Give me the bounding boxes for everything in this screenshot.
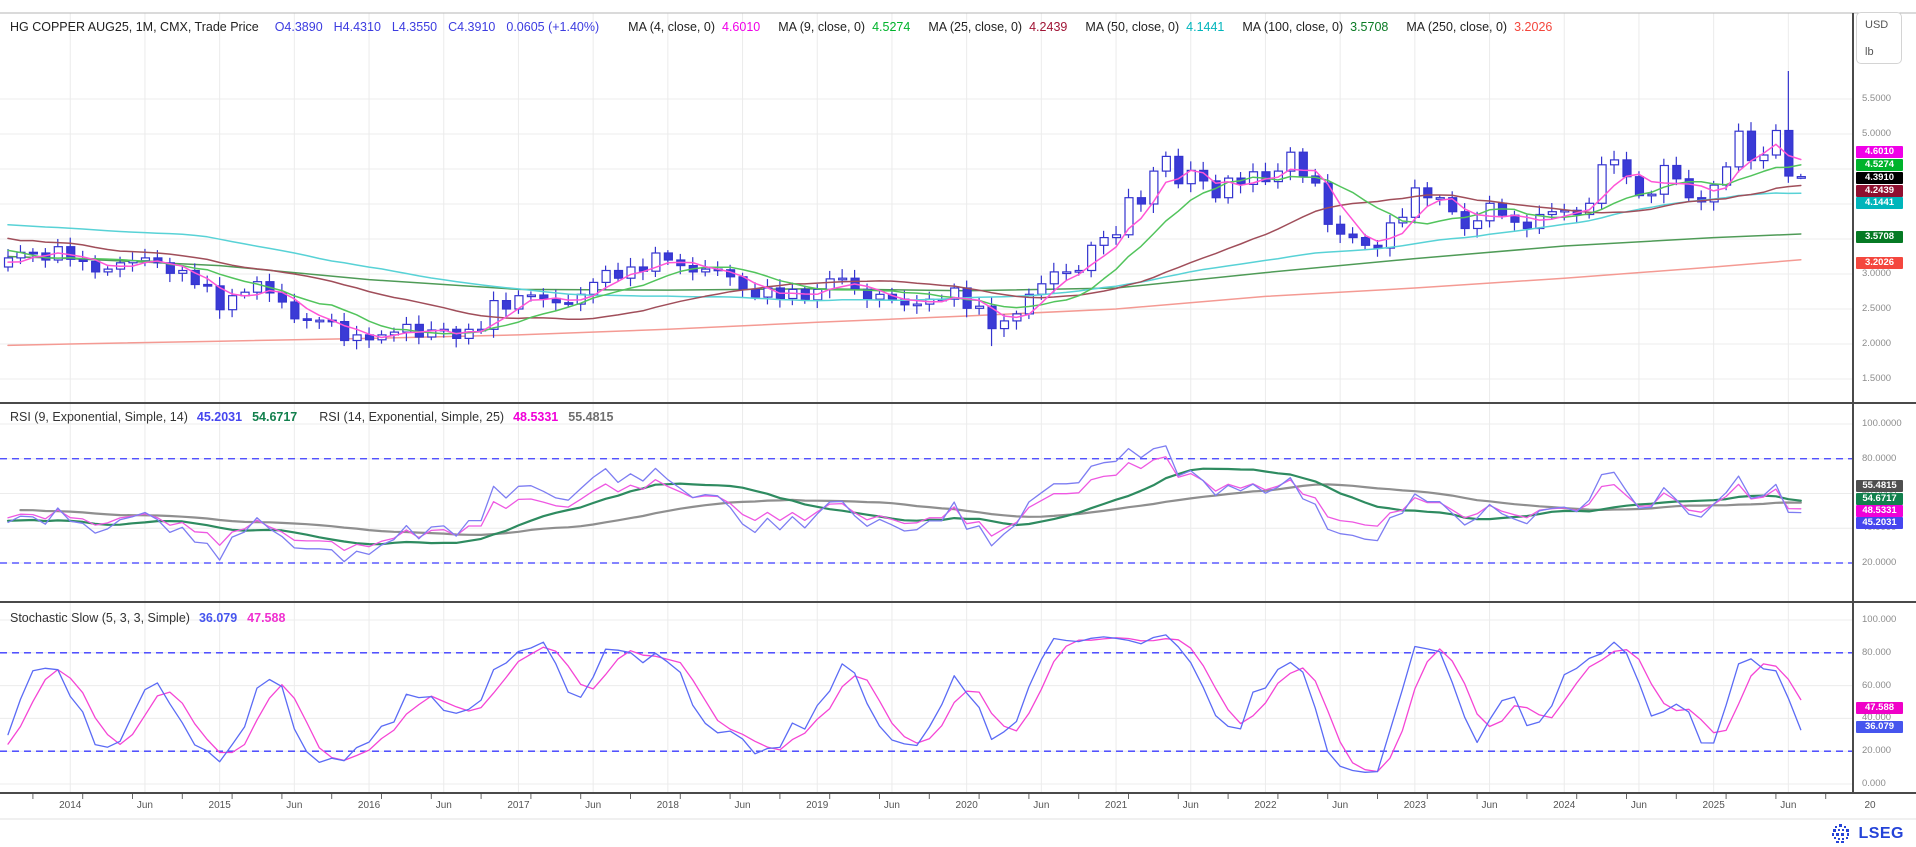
price-value-badge: 4.1441 xyxy=(1856,197,1903,209)
ma-legend-label: MA (100, close, 0) xyxy=(1242,20,1344,34)
ma-legend-value: 4.2439 xyxy=(1029,20,1068,34)
ma-legend-value: 4.1441 xyxy=(1186,20,1225,34)
ma-legend-value: 4.6010 xyxy=(722,20,761,34)
price-value-badge: 4.2439 xyxy=(1856,185,1903,197)
rsi-panel-header: RSI (9, Exponential, Simple, 14) 45.2031… xyxy=(10,407,623,427)
ma-legend-label: MA (9, close, 0) xyxy=(778,20,866,34)
price-value-badge: 4.6010 xyxy=(1856,146,1903,158)
open-value: O4.3890 xyxy=(274,20,323,34)
x-axis-month-label: Jun xyxy=(136,800,153,811)
axis-unit-box[interactable]: USD lb xyxy=(1856,12,1902,64)
rsi-legend-label-2[interactable]: RSI (14, Exponential, Simple, 25) xyxy=(319,410,505,424)
x-axis-month-label: Jun xyxy=(883,800,900,811)
rsi-axis-label: 100.0000 xyxy=(1862,418,1902,429)
ma-legend-250[interactable]: MA (250, close, 0) 3.2026 xyxy=(1406,20,1552,34)
x-axis-year-label: 2024 xyxy=(1553,800,1576,811)
rsi-fast-ma-value: 54.6717 xyxy=(252,410,298,424)
x-axis-year-label: 2019 xyxy=(806,800,829,811)
lseg-crest-icon xyxy=(1832,824,1850,843)
price-value-badge: 3.5708 xyxy=(1856,231,1903,243)
ma-legend-label: MA (25, close, 0) xyxy=(928,20,1023,34)
ma-legend-label: MA (50, close, 0) xyxy=(1085,20,1180,34)
lseg-logo: LSEG xyxy=(1830,823,1904,845)
price-axis-label: 5.5000 xyxy=(1862,93,1892,104)
rsi-slow-value: 48.5331 xyxy=(513,410,559,424)
stoch-axis-label: 20.000 xyxy=(1862,745,1892,757)
ma-legend-50[interactable]: MA (50, close, 0) 4.1441 xyxy=(1085,20,1224,34)
x-axis-year-label: 2023 xyxy=(1403,800,1426,811)
stoch-value-badge: 36.079 xyxy=(1856,721,1903,733)
x-axis-month-label: Jun xyxy=(1780,800,1797,811)
ma-legend-value: 3.2026 xyxy=(1514,20,1553,34)
x-axis-year-label: 2025 xyxy=(1702,800,1725,811)
ma-legend-label: MA (4, close, 0) xyxy=(628,20,715,34)
stoch-axis-label: 40.000 xyxy=(1862,712,1892,724)
close-value: C4.3910 xyxy=(448,20,496,34)
price-axis-label: 1.5000 xyxy=(1862,373,1892,384)
x-axis-year-label: 2018 xyxy=(656,800,679,811)
stochastic-legend-label[interactable]: Stochastic Slow (5, 3, 3, Simple) xyxy=(10,611,190,625)
instrument-header: HG COPPER AUG25, 1M, CMX, Trade Price O4… xyxy=(10,16,1552,38)
rsi-legend-label-1[interactable]: RSI (9, Exponential, Simple, 14) xyxy=(10,410,188,424)
x-axis-month-label: Jun xyxy=(1182,800,1199,811)
price-value-badge: 3.2026 xyxy=(1856,257,1903,269)
ma-legend-value: 3.5708 xyxy=(1350,20,1389,34)
x-axis-year-label: 2022 xyxy=(1254,800,1277,811)
x-axis-month-label: Jun xyxy=(585,800,602,811)
unit-label: lb xyxy=(1865,46,1874,58)
x-axis-month-label: Jun xyxy=(1033,800,1050,811)
x-axis-partial-label: 20 xyxy=(1864,800,1876,811)
rsi-fast-value: 45.2031 xyxy=(196,410,243,424)
stoch-value-badge: 47.588 xyxy=(1856,702,1903,714)
stoch-axis-label: 100.000 xyxy=(1862,614,1897,625)
stoch-axis-label: 0.000 xyxy=(1862,778,1886,789)
ma-legend-label: MA (250, close, 0) xyxy=(1406,20,1508,34)
price-axis-label: 5.0000 xyxy=(1862,128,1892,139)
change-value: 0.0605 (+1.40%) xyxy=(506,20,600,34)
price-axis-label: 2.0000 xyxy=(1862,338,1892,349)
price-value-badge: 4.5274 xyxy=(1856,159,1903,171)
rsi-axis-label: 20.0000 xyxy=(1862,557,1897,568)
x-axis-month-label: Jun xyxy=(1630,800,1647,811)
high-value: H4.4310 xyxy=(333,20,381,34)
x-axis-year-label: 2016 xyxy=(357,800,381,811)
x-axis-month-label: Jun xyxy=(1332,800,1349,811)
rsi-slow-ma-value: 55.4815 xyxy=(568,410,614,424)
x-axis-year-label: 2021 xyxy=(1104,800,1128,811)
price-value-badge: 4.3910 xyxy=(1856,172,1903,184)
ma-legend-25[interactable]: MA (25, close, 0) 4.2439 xyxy=(928,20,1067,34)
stoch-axis-label: 80.000 xyxy=(1862,646,1892,658)
stochastic-k-value: 36.079 xyxy=(198,611,238,625)
x-axis-year-label: 2015 xyxy=(208,800,231,811)
x-axis-month-label: Jun xyxy=(286,800,303,811)
rsi-value-badge: 48.5331 xyxy=(1856,505,1903,517)
x-axis-year-label: 2017 xyxy=(507,800,530,811)
rsi-value-badge: 45.2031 xyxy=(1856,517,1903,529)
low-value: L4.3550 xyxy=(391,20,438,34)
price-axis-label: 3.0000 xyxy=(1862,268,1892,279)
x-axis-month-label: Jun xyxy=(1481,800,1498,811)
stochastic-panel-header: Stochastic Slow (5, 3, 3, Simple) 36.079… xyxy=(10,608,295,628)
currency-label: USD xyxy=(1865,19,1889,31)
x-axis-month-label: Jun xyxy=(435,800,452,811)
rsi-value-badge: 55.4815 xyxy=(1856,480,1903,492)
ma-legend-4[interactable]: MA (4, close, 0) 4.6010 xyxy=(628,20,760,34)
x-axis-year-label: 2020 xyxy=(955,800,978,811)
x-axis-year-label: 2014 xyxy=(59,800,82,811)
price-axis-label: 2.5000 xyxy=(1862,303,1892,314)
rsi-value-badge: 54.6717 xyxy=(1856,493,1903,505)
ma-legend-9[interactable]: MA (9, close, 0) 4.5274 xyxy=(778,20,910,34)
instrument-title: HG COPPER AUG25, 1M, CMX, Trade Price xyxy=(10,20,259,34)
x-axis-month-label: Jun xyxy=(734,800,751,811)
rsi-axis-label: 80.0000 xyxy=(1862,452,1897,464)
lseg-logo-text: LSEG xyxy=(1858,825,1904,842)
ma-legend-value: 4.5274 xyxy=(872,20,911,34)
ma-legend-100[interactable]: MA (100, close, 0) 3.5708 xyxy=(1242,20,1388,34)
stochastic-d-value: 47.588 xyxy=(247,611,286,625)
stoch-axis-label: 60.000 xyxy=(1862,679,1892,691)
